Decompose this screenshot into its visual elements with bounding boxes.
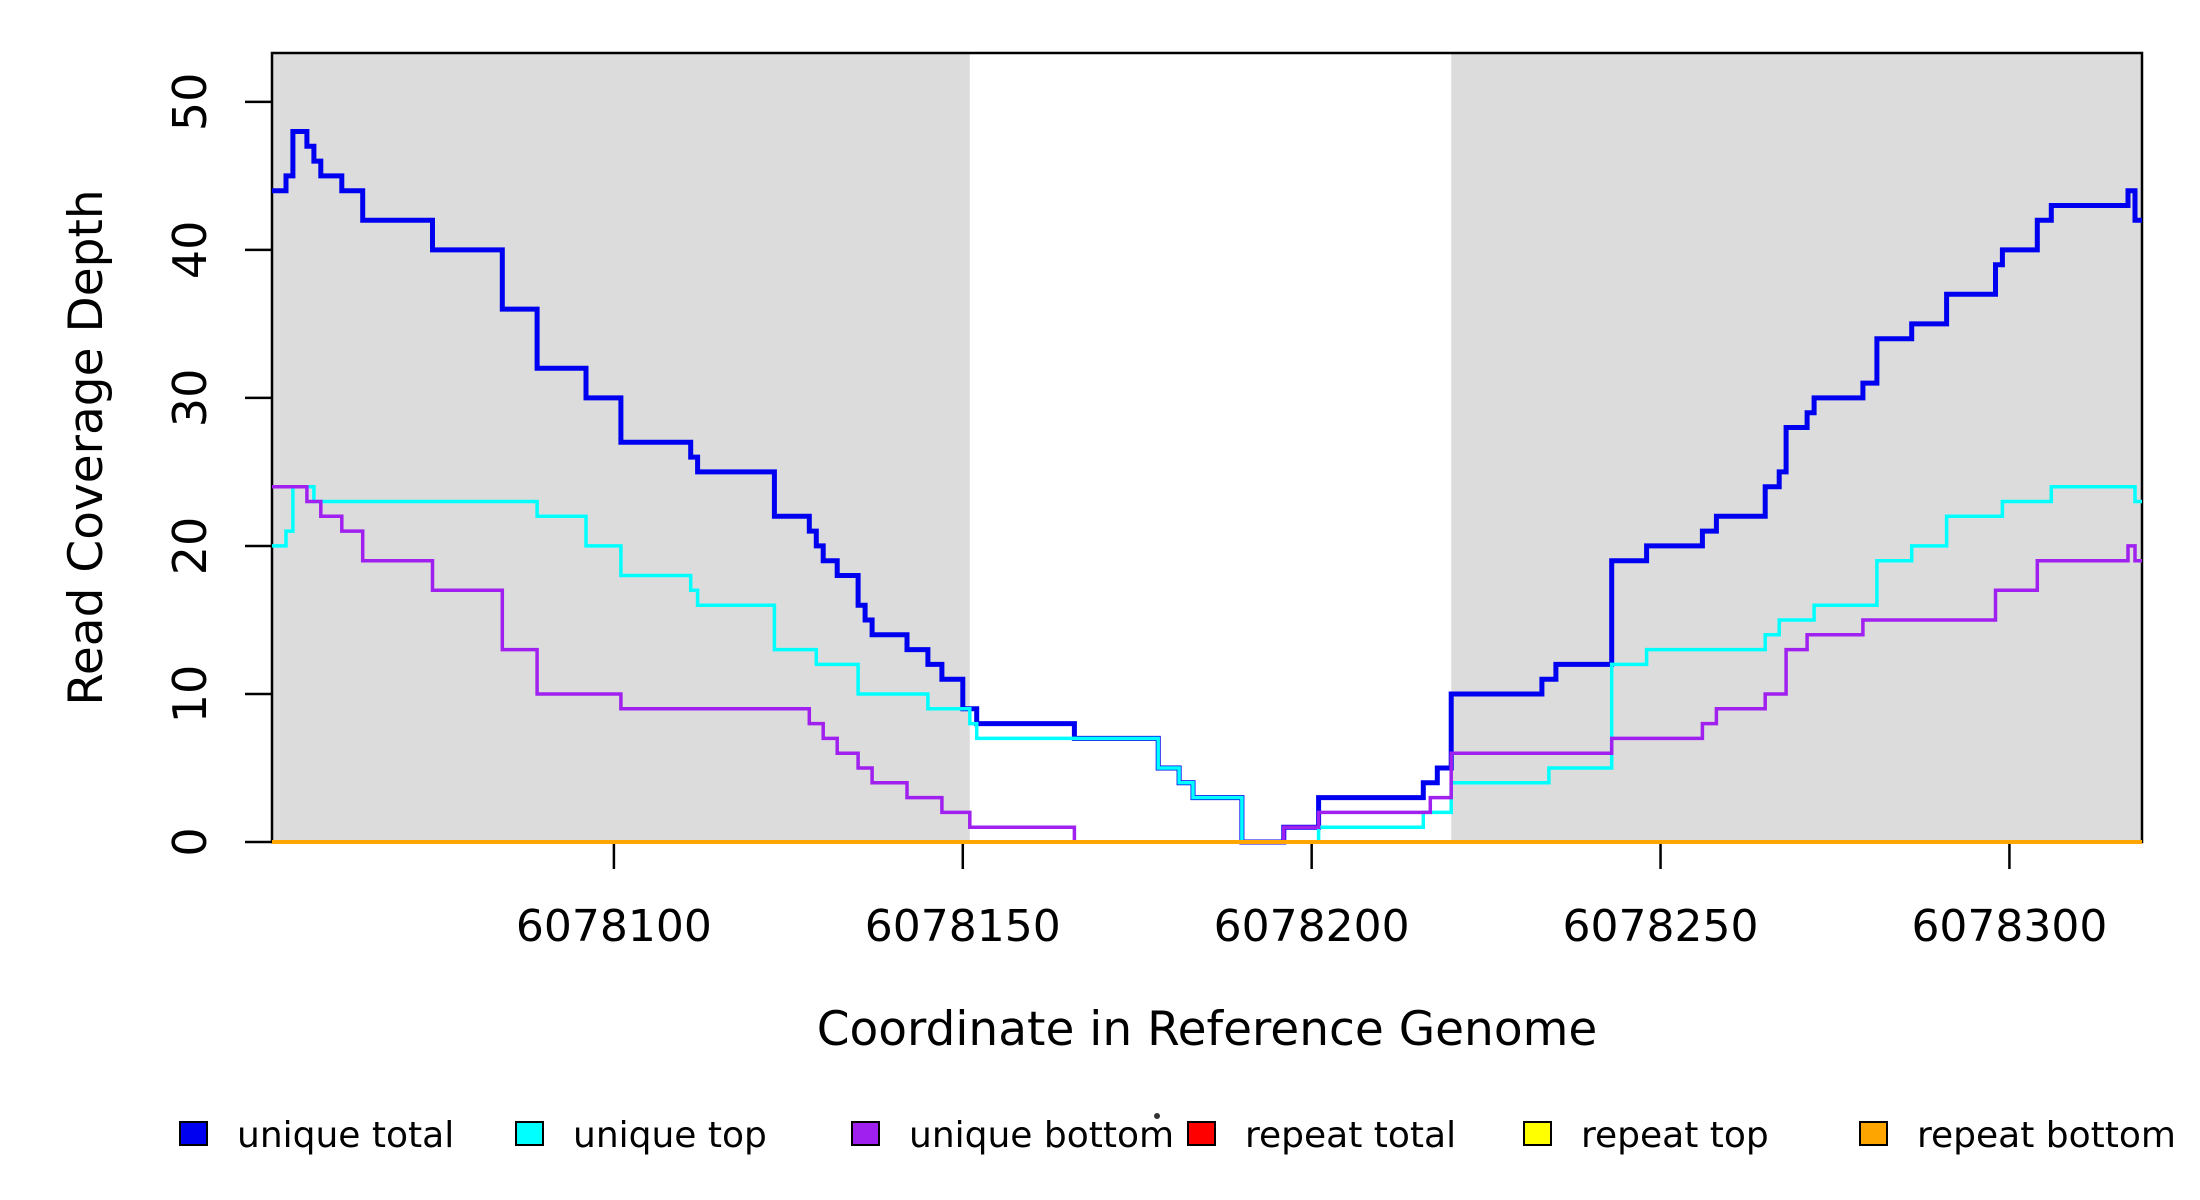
legend-stray-dot — [1154, 1113, 1160, 1119]
x-tick-label: 6078300 — [1911, 901, 2107, 952]
y-axis: 0 10 20 30 40 50 — [163, 73, 272, 857]
repeat-region-band — [1451, 53, 2142, 842]
legend-swatch-repeat-total — [1187, 1121, 1216, 1146]
y-tick-label: 40 — [163, 221, 217, 280]
y-tick-label: 30 — [163, 369, 217, 428]
legend: unique total unique top unique bottom repea… — [179, 1113, 2176, 1156]
y-tick-label: 50 — [163, 73, 217, 132]
legend-item-unique-total: unique total — [179, 1115, 454, 1156]
x-tick-label: 6078150 — [865, 901, 1061, 952]
x-tick-label: 6078200 — [1214, 901, 1410, 952]
y-tick-label: 20 — [163, 517, 217, 576]
x-axis-title: Coordinate in Reference Genome — [817, 1002, 1598, 1057]
legend-swatch-unique-top — [515, 1121, 544, 1146]
legend-label: repeat bottom — [1917, 1115, 2176, 1156]
legend-swatch-unique-total — [179, 1121, 208, 1146]
legend-swatch-repeat-bottom — [1859, 1121, 1888, 1146]
legend-item-repeat-bottom: repeat bottom — [1859, 1115, 2176, 1156]
legend-item-unique-bottom: unique bottom — [851, 1115, 1174, 1156]
shaded-repeat-bands — [272, 53, 2142, 842]
legend-swatch-unique-bottom — [851, 1121, 880, 1146]
legend-swatch-repeat-top — [1523, 1121, 1552, 1146]
legend-item-unique-top: unique top — [515, 1115, 767, 1156]
legend-label: unique total — [237, 1115, 454, 1156]
legend-label: repeat total — [1245, 1115, 1456, 1156]
legend-label: unique bottom — [909, 1115, 1174, 1156]
legend-label: repeat top — [1581, 1115, 1769, 1156]
series-line-unique-top — [272, 484, 2142, 844]
x-tick-label: 6078250 — [1563, 901, 1759, 952]
x-tick-label: 6078100 — [516, 901, 712, 952]
legend-label: unique top — [573, 1115, 767, 1156]
series-line-unique-bottom — [272, 484, 2142, 844]
y-axis-title: Read Coverage Depth — [59, 189, 114, 705]
legend-item-repeat-total: repeat total — [1187, 1115, 1456, 1156]
y-tick-label: 10 — [163, 665, 217, 724]
repeat-region-band — [272, 53, 970, 842]
y-tick-label: 0 — [163, 827, 217, 856]
x-axis: 6078100 6078150 6078200 6078250 6078300 — [516, 842, 2107, 952]
series-lines — [272, 129, 2142, 845]
legend-item-repeat-top: repeat top — [1523, 1115, 1769, 1156]
